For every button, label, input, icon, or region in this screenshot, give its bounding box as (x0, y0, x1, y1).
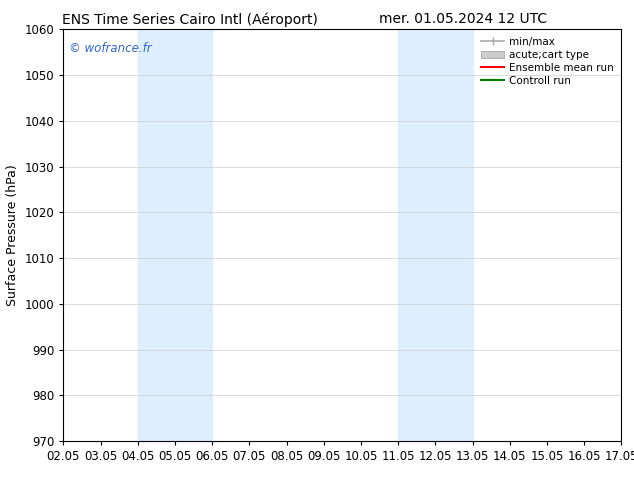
Bar (138, 29, 212, 441)
Text: ENS Time Series Cairo Intl (Aéroport): ENS Time Series Cairo Intl (Aéroport) (62, 12, 318, 27)
Text: mer. 01.05.2024 12 UTC: mer. 01.05.2024 12 UTC (378, 12, 547, 26)
Text: © wofrance.fr: © wofrance.fr (69, 42, 152, 55)
Bar (398, 29, 472, 441)
Y-axis label: Surface Pressure (hPa): Surface Pressure (hPa) (6, 164, 19, 306)
Legend: min/max, acute;cart type, Ensemble mean run, Controll run: min/max, acute;cart type, Ensemble mean … (479, 35, 616, 88)
